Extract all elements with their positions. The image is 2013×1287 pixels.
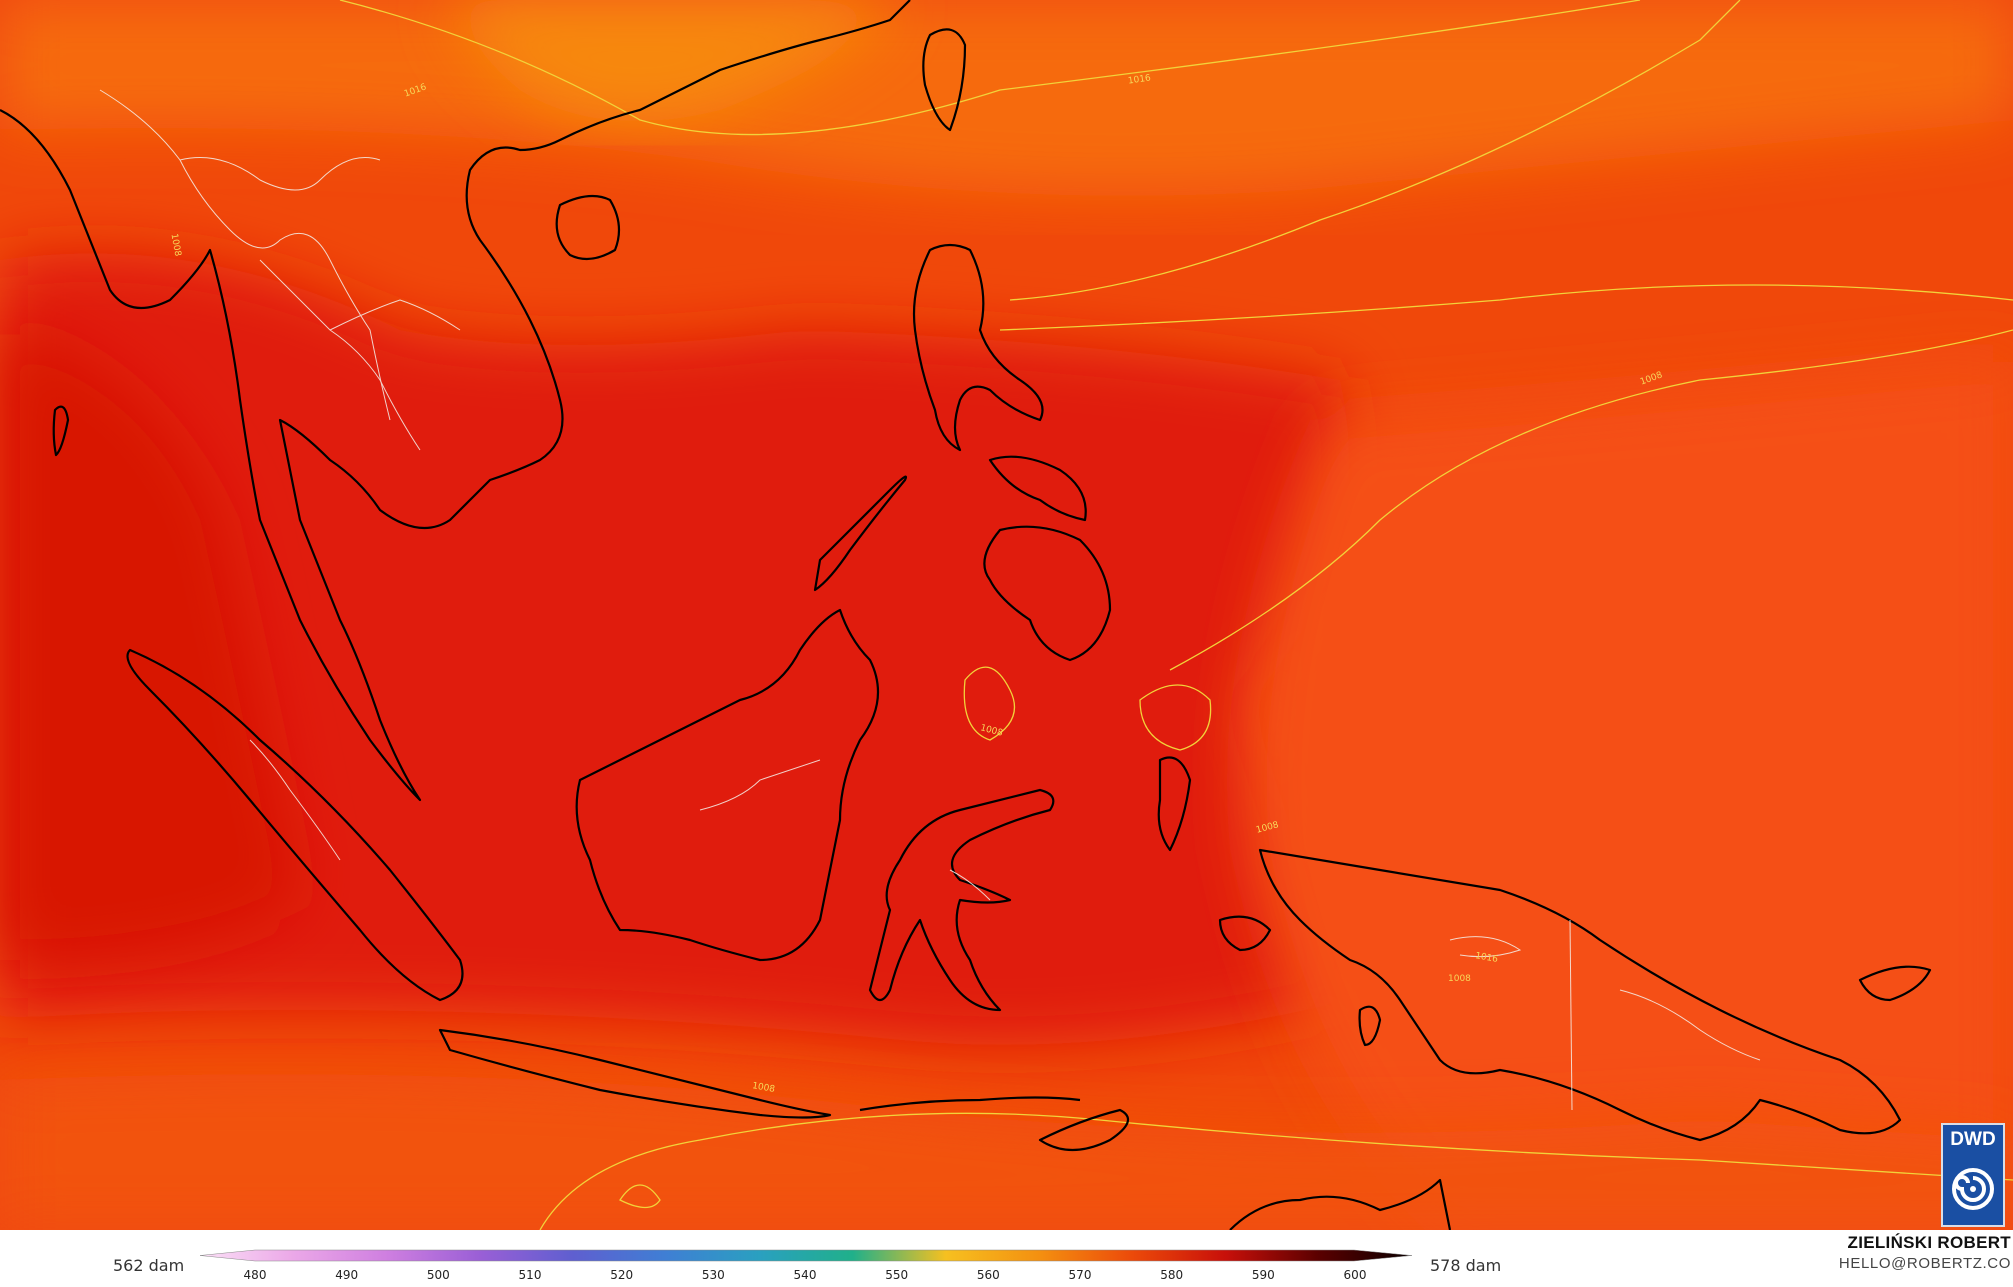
scale-tick-label: 500 xyxy=(427,1268,450,1282)
author-email: HELLO@ROBERTZ.CO xyxy=(1838,1255,2011,1272)
swirl-icon xyxy=(1952,1168,1994,1210)
color-scale: 480 490 500 510 520 530 540 550 560 570 580 590 600 xyxy=(199,1249,1413,1282)
scale-tick-label: 530 xyxy=(702,1268,725,1282)
author-credit: ZIELIŃSKI ROBERT HELLO@ROBERTZ.CO xyxy=(1839,1233,2011,1272)
scale-tick-label: 550 xyxy=(885,1268,908,1282)
country-borders xyxy=(99,89,1761,1111)
height-field-north-core xyxy=(450,0,900,122)
height-field-south xyxy=(0,1074,2013,1230)
author-name: ZIELIŃSKI ROBERT xyxy=(1847,1233,2011,1252)
scale-tick-label: 570 xyxy=(1069,1268,1092,1282)
scale-tick-label: 480 xyxy=(244,1268,267,1282)
color-scale-ticks: 480 490 500 510 520 530 540 550 560 570 580 590 600 xyxy=(244,1268,1367,1282)
scale-tick-label: 540 xyxy=(794,1268,817,1282)
weather-map xyxy=(0,0,2013,1230)
scale-tick-label: 520 xyxy=(610,1268,633,1282)
color-scale-gradient xyxy=(199,1249,1413,1262)
height-field-east xyxy=(1246,360,2013,1230)
scale-tick-label: 510 xyxy=(519,1268,542,1282)
scale-tick-label: 490 xyxy=(335,1268,358,1282)
coastlines xyxy=(0,0,1932,1230)
scale-tick-label: 600 xyxy=(1344,1268,1367,1282)
dwd-logo: DWD xyxy=(1941,1123,2005,1227)
height-field-central-low xyxy=(0,253,1350,1046)
legend-footer: 562 dam 480 490 500 510 520 530 540 550 560 570 58… xyxy=(0,1230,2013,1287)
legend-right-value: 578 dam xyxy=(1430,1256,1502,1275)
scale-tick-label: 560 xyxy=(977,1268,1000,1282)
dwd-logo-text: DWD xyxy=(1950,1129,1996,1150)
height-field-western-core xyxy=(0,330,300,960)
legend-left-value: 562 dam xyxy=(113,1256,185,1275)
isobar-lines xyxy=(339,0,2013,1230)
color-scale-bar xyxy=(199,1249,1413,1262)
scale-tick-label: 590 xyxy=(1252,1268,1275,1282)
scale-tick-label: 580 xyxy=(1160,1268,1183,1282)
